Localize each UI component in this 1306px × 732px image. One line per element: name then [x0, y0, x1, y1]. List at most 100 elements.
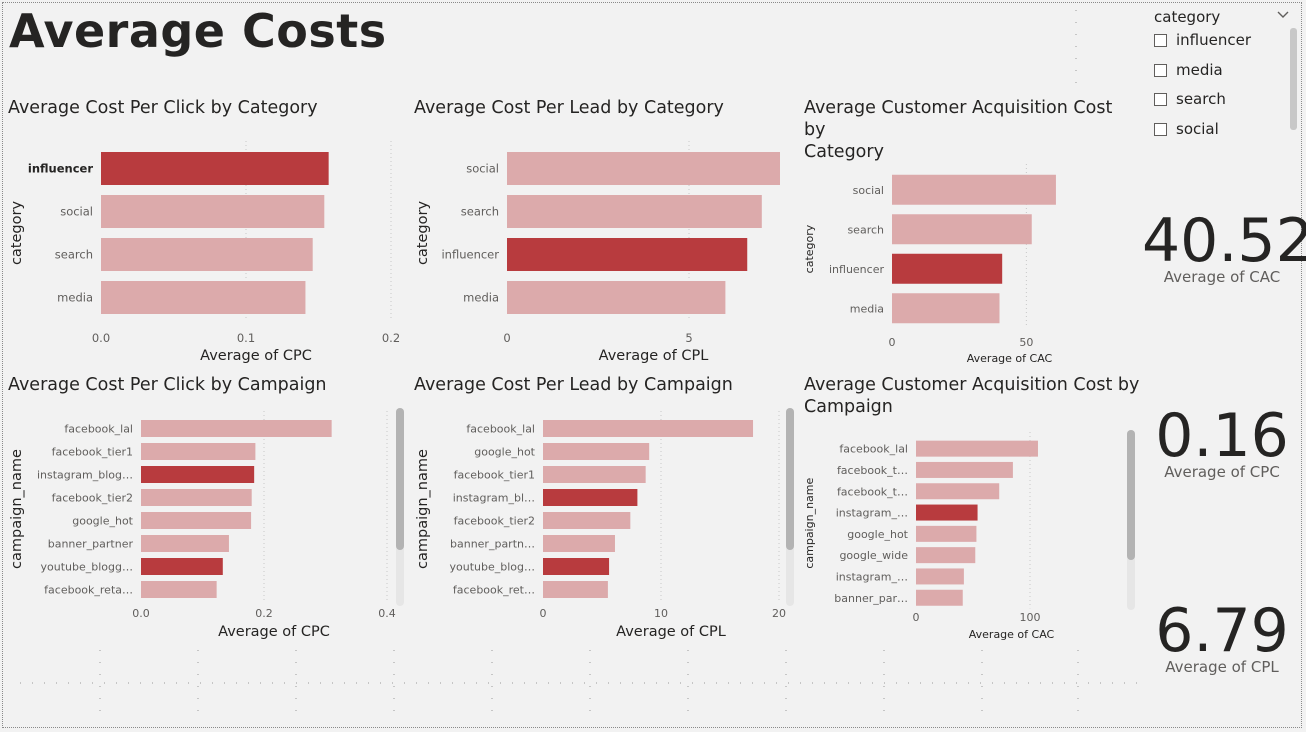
cac-by-campaign-chart[interactable]: Average Customer Acquisition Cost by Cam…	[803, 374, 1144, 646]
category-label: facebook_lal	[839, 443, 908, 456]
slicer-scrollbar[interactable]	[1290, 28, 1297, 130]
bar-1[interactable]	[543, 443, 650, 460]
bar-3[interactable]	[507, 281, 726, 314]
bar-3[interactable]	[141, 489, 252, 506]
tick-label: 20	[772, 607, 786, 620]
bar-2[interactable]	[507, 238, 748, 271]
bar-5[interactable]	[141, 535, 229, 552]
chart-title: Average Customer Acquisition Cost by Cat…	[804, 98, 1113, 162]
category-label: banner_par…	[834, 592, 908, 605]
kpi-card-cpl: 6.79 Average of CPL	[1142, 598, 1302, 676]
bar-3[interactable]	[916, 504, 978, 521]
tick-label: 0.2	[382, 331, 400, 345]
tick-label: 0.0	[92, 331, 110, 345]
bar-0[interactable]	[141, 420, 332, 437]
slicer-item-influencer[interactable]: influencer	[1154, 30, 1251, 50]
bar-3[interactable]	[101, 281, 306, 314]
bar-1[interactable]	[916, 461, 1013, 478]
bar-2[interactable]	[101, 238, 313, 271]
bar-4[interactable]	[543, 512, 631, 529]
kpi-value: 40.52	[1142, 206, 1306, 276]
category-label: facebook_t…	[837, 464, 908, 477]
slicer-item-media[interactable]: media	[1154, 60, 1223, 80]
bar-6[interactable]	[543, 558, 610, 575]
category-label: instagram_bl…	[453, 492, 535, 505]
x-axis-label: Average of CPC	[218, 624, 330, 640]
checkbox[interactable]	[1154, 63, 1167, 77]
bar-1[interactable]	[507, 195, 762, 228]
category-label: facebook_tier1	[52, 446, 133, 459]
y-axis-label: category	[415, 201, 431, 266]
cpl-by-campaign-chart[interactable]: Average Cost Per Lead by Campaign facebo…	[414, 374, 804, 646]
category-label: social	[853, 184, 884, 197]
checkbox[interactable]	[1154, 33, 1167, 47]
bar-7[interactable]	[916, 589, 963, 606]
bar-7[interactable]	[543, 581, 608, 598]
cpc-by-campaign-chart[interactable]: Average Cost Per Click by Campaign faceb…	[8, 374, 413, 646]
cpl-campaign-scroll-thumb[interactable]	[786, 408, 794, 550]
slicer-item-search[interactable]: search	[1154, 89, 1226, 109]
tick-label: 50	[1019, 336, 1033, 349]
category-label: facebook_lal	[64, 423, 133, 436]
category-label: influencer	[28, 162, 93, 176]
tick-label: 0.4	[378, 607, 396, 620]
bar-0[interactable]	[101, 152, 329, 185]
chart-title: Average Cost Per Lead by Campaign	[414, 375, 733, 395]
category-label: influencer	[441, 248, 499, 262]
bar-6[interactable]	[916, 568, 964, 585]
bar-2[interactable]	[916, 483, 1000, 500]
bar-1[interactable]	[141, 443, 256, 460]
category-label: facebook_tier2	[454, 515, 535, 528]
tick-label: 0	[503, 331, 510, 345]
category-label: search	[847, 223, 884, 236]
checkbox[interactable]	[1154, 122, 1167, 136]
category-label: youtube_blogg…	[41, 561, 133, 574]
checkbox[interactable]	[1154, 92, 1167, 106]
chart-title: Average Cost Per Click by Campaign	[8, 375, 327, 395]
chart-title: Average Cost Per Click by Category	[8, 98, 318, 118]
bar-5[interactable]	[916, 547, 976, 564]
bar-0[interactable]	[892, 174, 1056, 205]
category-label: banner_partner	[48, 538, 134, 551]
bar-6[interactable]	[141, 558, 223, 575]
bar-2[interactable]	[141, 466, 255, 483]
chart-title: Average Customer Acquisition Cost by Cam…	[804, 375, 1140, 417]
y-axis-label: campaign_name	[9, 449, 25, 569]
bar-0[interactable]	[543, 420, 754, 437]
slicer-item-label: search	[1176, 90, 1226, 108]
bar-4[interactable]	[916, 525, 977, 542]
bar-0[interactable]	[916, 440, 1038, 457]
bar-3[interactable]	[543, 489, 638, 506]
y-axis-label: campaign_name	[415, 449, 431, 569]
tick-label: 0.0	[132, 607, 150, 620]
category-label: google_wide	[839, 549, 908, 562]
kpi-label: Average of CAC	[1163, 268, 1281, 286]
category-label: google_hot	[474, 446, 535, 459]
bar-3[interactable]	[892, 293, 1000, 324]
cpl-by-category-chart[interactable]: Average Cost Per Lead by Category social…	[414, 97, 794, 369]
cpc-campaign-scroll-thumb[interactable]	[396, 408, 404, 550]
category-label: youtube_blog…	[450, 561, 536, 574]
bar-0[interactable]	[507, 152, 780, 185]
chevron-down-icon[interactable]	[1276, 8, 1290, 22]
category-label: google_hot	[72, 515, 133, 528]
bar-7[interactable]	[141, 581, 217, 598]
kpi-label: Average of CPL	[1165, 658, 1279, 676]
bar-1[interactable]	[892, 214, 1032, 245]
bar-1[interactable]	[101, 195, 325, 228]
bar-2[interactable]	[892, 253, 1003, 284]
kpi-label: Average of CPC	[1164, 463, 1280, 481]
category-label: facebook_tier2	[52, 492, 133, 505]
bar-2[interactable]	[543, 466, 646, 483]
cac-campaign-scroll-thumb[interactable]	[1127, 430, 1135, 560]
cac-by-category-chart[interactable]: Average Customer Acquisition Cost by Cat…	[803, 97, 1134, 369]
bar-5[interactable]	[543, 535, 615, 552]
y-axis-label: campaign_name	[803, 478, 816, 569]
slicer-item-label: influencer	[1176, 31, 1252, 49]
y-axis-label: category	[9, 201, 25, 266]
bar-4[interactable]	[141, 512, 252, 529]
slicer-item-social[interactable]: social	[1154, 119, 1219, 139]
page-title: Average Costs	[9, 4, 387, 58]
cpc-by-category-chart[interactable]: Average Cost Per Click by Category influ…	[8, 97, 400, 369]
